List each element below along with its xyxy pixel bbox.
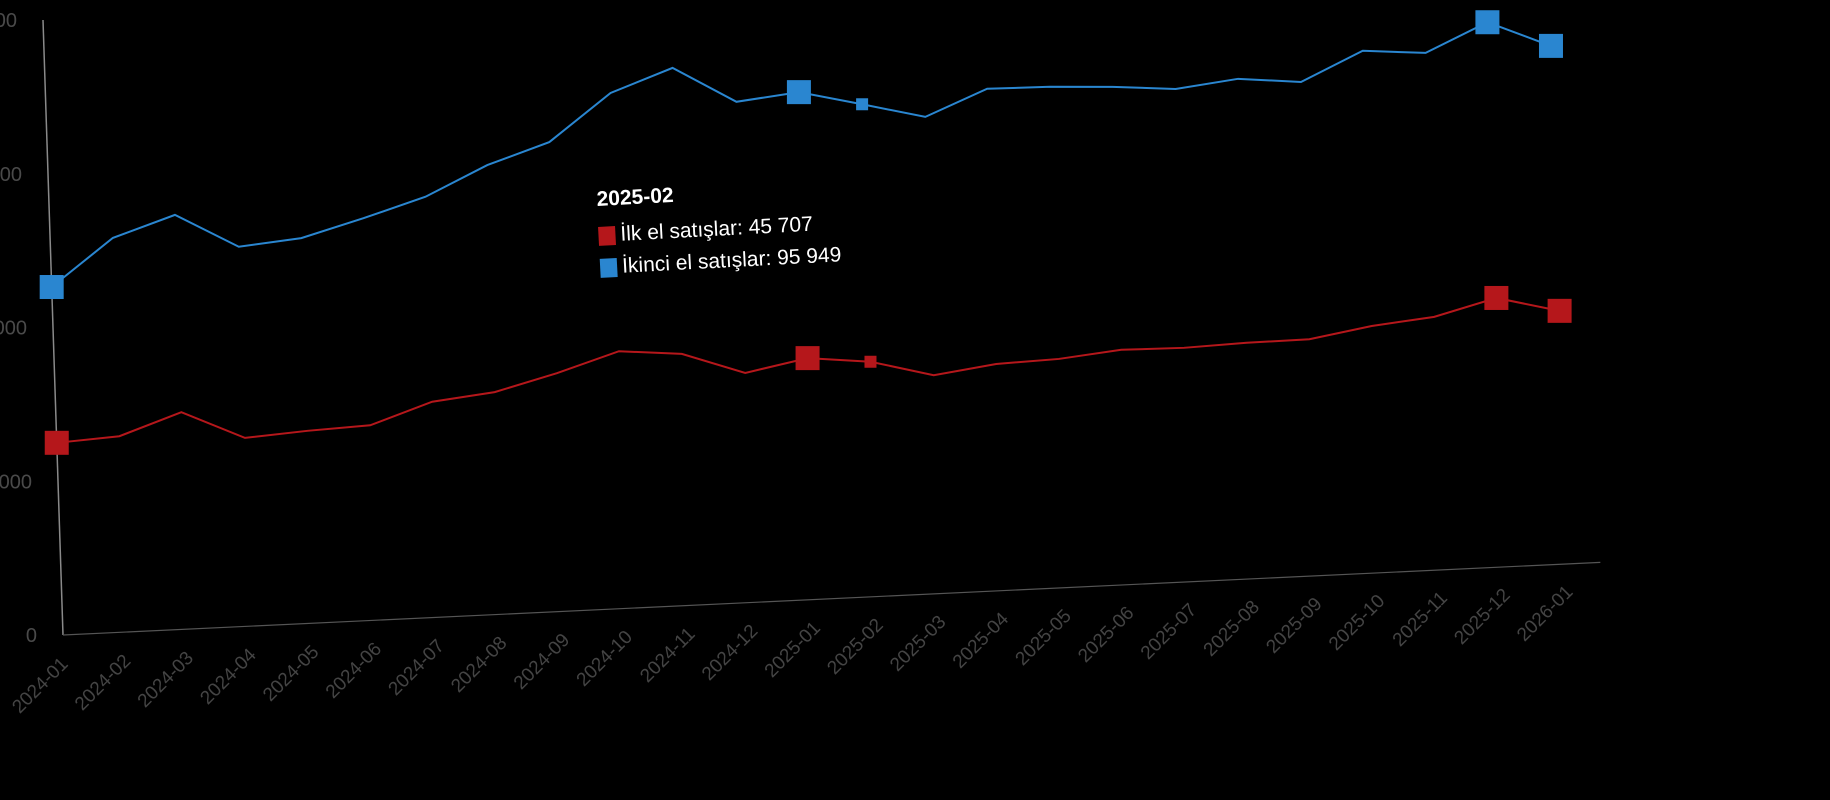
x-tick-label: 2024-11 — [636, 624, 699, 687]
x-tick-label: 2025-10 — [1325, 591, 1389, 655]
x-tick-label: 2025-09 — [1262, 594, 1326, 658]
x-tick-label: 2025-03 — [886, 612, 950, 676]
x-tick-label: 2024-09 — [510, 630, 574, 694]
tooltip-first-hand-value: İlk el satışlar: 45 707 — [619, 212, 814, 246]
x-tick-label: 2025-05 — [1012, 606, 1076, 670]
x-tick-label: 2025-01 — [761, 618, 825, 682]
x-tick-label: 2024-03 — [134, 648, 198, 712]
data-point-marker — [1547, 298, 1572, 323]
tooltip-row-first-hand: İlk el satışlar: 45 707 — [598, 211, 840, 248]
x-tick-label: 2025-12 — [1450, 585, 1514, 649]
x-tick-label: 2025-06 — [1074, 603, 1138, 667]
first-hand-swatch-icon — [598, 225, 616, 246]
x-tick-label: 2025-07 — [1137, 600, 1201, 664]
y-tick-label: 120 000 — [0, 10, 17, 32]
y-tick-label: 30 000 — [0, 471, 32, 493]
data-point-marker — [795, 346, 820, 371]
data-point-marker — [1538, 33, 1563, 58]
data-point-marker — [864, 355, 877, 368]
x-tick-label: 2024-08 — [447, 633, 511, 697]
x-tick-label: 2026-01 — [1513, 582, 1577, 646]
data-point-marker — [786, 80, 811, 105]
data-point-marker — [44, 430, 69, 455]
data-point-marker — [39, 275, 64, 300]
y-tick-label: 0 — [26, 625, 37, 647]
y-axis-line — [42, 19, 64, 636]
x-tick-label: 2025-04 — [949, 608, 1013, 672]
data-point-marker — [1475, 10, 1500, 35]
y-tick-label: 90 000 — [0, 164, 22, 186]
chart-tooltip: 2025-02 İlk el satışlar: 45 707 İkinci e… — [596, 175, 842, 287]
x-tick-label: 2024-12 — [698, 621, 762, 685]
series-line-0 — [56, 296, 1560, 444]
x-tick-label: 2025-11 — [1389, 588, 1452, 651]
x-tick-label: 2024-10 — [573, 627, 637, 691]
x-tick-label: 2024-06 — [322, 639, 386, 703]
x-tick-label: 2024-04 — [196, 644, 260, 708]
y-tick-label: 60 000 — [0, 318, 27, 340]
x-tick-label: 2024-01 — [8, 654, 72, 718]
data-point-marker — [1484, 285, 1509, 310]
data-point-marker — [856, 98, 869, 111]
x-tick-label: 2024-05 — [259, 642, 323, 706]
tooltip-second-hand-value: İkinci el satışlar: 95 949 — [621, 243, 842, 278]
x-tick-label: 2024-02 — [71, 651, 135, 715]
x-tick-label: 2024-07 — [385, 636, 449, 700]
second-hand-swatch-icon — [599, 257, 618, 278]
tooltip-row-second-hand: İkinci el satışlar: 95 949 — [599, 243, 842, 280]
x-tick-label: 2025-02 — [823, 615, 887, 679]
x-axis-line — [62, 561, 1601, 636]
x-tick-label: 2025-08 — [1200, 597, 1264, 661]
